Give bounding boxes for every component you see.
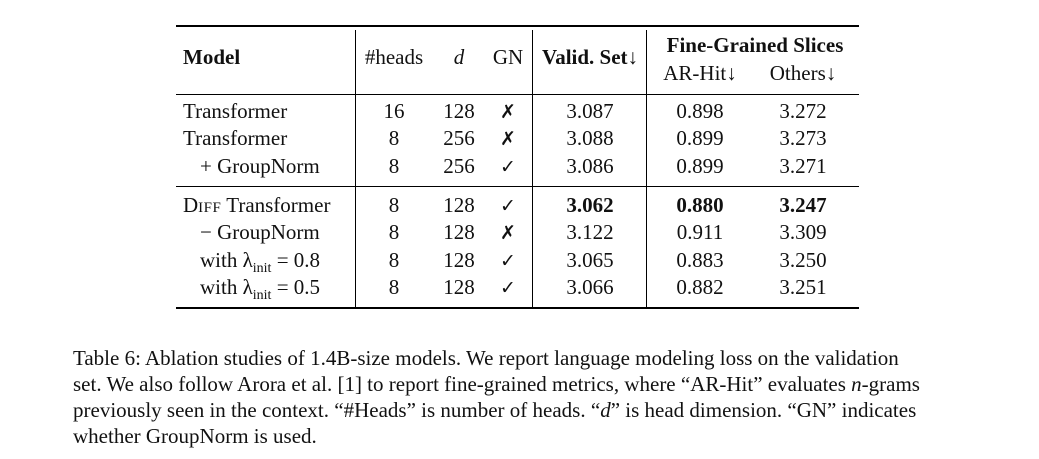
table-row-1-arhit: 0.898	[676, 99, 724, 123]
lambda-subscript: init	[252, 261, 272, 276]
table-row-4-heads: 8	[388, 193, 400, 217]
table-row-1-d: 128	[443, 99, 475, 123]
model-name-smallcaps: IFF	[198, 200, 222, 216]
header-d: d	[453, 45, 465, 69]
table-row-5-others: 3.309	[779, 220, 827, 244]
table-row-3-heads: 8	[388, 154, 400, 178]
lambda-value: = 0.5	[271, 275, 321, 299]
table-row-1-valid: 3.087	[566, 99, 614, 123]
table-row-7-arhit: 0.882	[676, 275, 724, 299]
lambda-label: with λ	[200, 275, 253, 299]
caption-math-n: n	[851, 372, 862, 396]
table-row-7-model: with λinit = 0.5	[200, 275, 320, 304]
lambda-subscript: init	[252, 288, 272, 303]
table-row-6-others: 3.250	[779, 248, 827, 272]
caption-line-1: Table 6: Ablation studies of 1.4B-size m…	[73, 346, 899, 370]
table-row-3-d: 256	[443, 154, 475, 178]
table-row-6-valid: 3.065	[566, 248, 614, 272]
column-divider-valid	[646, 30, 647, 307]
table-row-5-gn-cross-icon: ✗	[500, 222, 516, 244]
table-row-6-gn-check-icon: ✓	[500, 250, 516, 272]
table-row-2-heads: 8	[388, 126, 400, 150]
table-row-4-gn-check-icon: ✓	[500, 195, 516, 217]
column-divider-model	[355, 30, 356, 307]
table-row-3-others: 3.271	[779, 154, 827, 178]
caption-math-d: d	[600, 398, 611, 422]
caption-line-4: whether GroupNorm is used.	[73, 424, 317, 448]
table-row-4-others: 3.247	[779, 193, 827, 217]
lambda-value: = 0.8	[271, 248, 321, 272]
table-row-5-heads: 8	[388, 220, 400, 244]
header-heads: #heads	[364, 45, 424, 69]
header-ar-hit: AR-Hit↓	[663, 61, 737, 85]
table-caption: Table 6: Ablation studies of 1.4B-size m…	[73, 345, 978, 449]
model-name-initial: D	[183, 193, 199, 217]
table-bottom-rule	[176, 307, 859, 309]
header-gn: GN	[492, 45, 524, 69]
table-row-5-valid: 3.122	[566, 220, 614, 244]
table-row-7-others: 3.251	[779, 275, 827, 299]
table-row-6-heads: 8	[388, 248, 400, 272]
caption-text: set. We also follow Arora et al. [	[73, 372, 345, 396]
table-row-7-d: 128	[443, 275, 475, 299]
column-divider-gn	[532, 30, 533, 307]
table-top-rule	[176, 25, 859, 27]
table-row-2-model: Transformer	[183, 126, 288, 150]
caption-text: ” is head dimension. “GN” indicates	[610, 398, 917, 422]
header-others: Others↓	[769, 61, 837, 85]
table-row-5-model: − GroupNorm	[200, 220, 320, 244]
caption-line-3: previously seen in the context. “#Heads”…	[73, 397, 978, 423]
caption-line-2: set. We also follow Arora et al. [1] to …	[73, 371, 978, 397]
table-row-4-arhit: 0.880	[676, 193, 724, 217]
table-row-3-arhit: 0.899	[676, 154, 724, 178]
caption-text: -grams	[861, 372, 920, 396]
header-fine-grained-slices: Fine-Grained Slices	[666, 33, 844, 57]
table-row-3-model: + GroupNorm	[200, 154, 320, 178]
caption-text: ] to report fine-grained metrics, where …	[354, 372, 852, 396]
table-row-7-valid: 3.066	[566, 275, 614, 299]
table-row-1-model: Transformer	[183, 99, 288, 123]
table-row-4-d: 128	[443, 193, 475, 217]
table-row-2-d: 256	[443, 126, 475, 150]
table-row-1-gn-cross-icon: ✗	[500, 101, 516, 123]
table-row-1-others: 3.272	[779, 99, 827, 123]
table-row-6-arhit: 0.883	[676, 248, 724, 272]
table-row-3-gn-check-icon: ✓	[500, 156, 516, 178]
table-row-7-heads: 8	[388, 275, 400, 299]
table-row-4-valid: 3.062	[566, 193, 614, 217]
table-row-4-model: DIFF Transformer	[183, 193, 330, 218]
table-row-2-arhit: 0.899	[676, 126, 724, 150]
table-row-6-d: 128	[443, 248, 475, 272]
table-row-2-gn-cross-icon: ✗	[500, 128, 516, 150]
lambda-label: with λ	[200, 248, 253, 272]
table-row-3-valid: 3.086	[566, 154, 614, 178]
model-name-rest: Transformer	[221, 193, 331, 217]
table-row-5-d: 128	[443, 220, 475, 244]
table-row-2-others: 3.273	[779, 126, 827, 150]
header-bottom-rule	[176, 94, 859, 95]
table-row-2-valid: 3.088	[566, 126, 614, 150]
table-row-1-heads: 16	[383, 99, 405, 123]
table-row-7-gn-check-icon: ✓	[500, 277, 516, 299]
citation-link[interactable]: 1	[344, 372, 355, 396]
group-separator-rule	[176, 186, 859, 187]
header-valid-set: Valid. Set↓	[541, 45, 639, 69]
header-model: Model	[183, 45, 241, 69]
table-row-6-model: with λinit = 0.8	[200, 248, 320, 277]
caption-text: previously seen in the context. “#Heads”…	[73, 398, 601, 422]
table-row-5-arhit: 0.911	[676, 220, 724, 244]
